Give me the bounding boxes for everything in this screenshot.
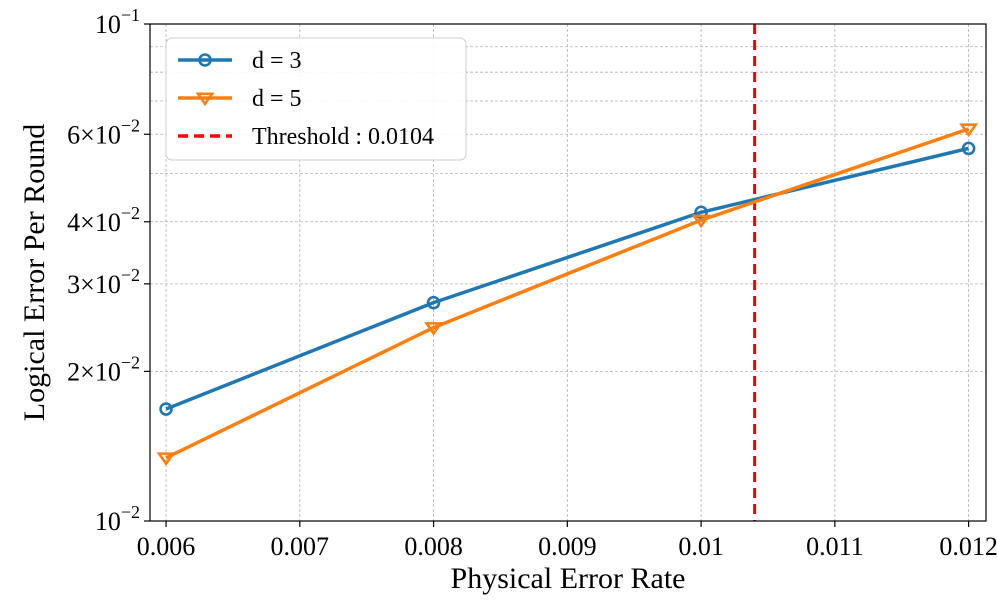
- legend-entry: Threshold : 0.0104: [178, 124, 434, 150]
- series-line: [165, 127, 970, 460]
- data-point: [156, 452, 176, 467]
- legend-entry: d = 5: [178, 86, 302, 112]
- series-2: [156, 123, 979, 467]
- y-tick-label: 6×10−2: [67, 115, 140, 149]
- y-tick-label: 2×10−2: [67, 352, 140, 386]
- legend-label: Threshold : 0.0104: [252, 124, 434, 150]
- plot-frame: [149, 23, 987, 522]
- x-tick-label: 0.01: [678, 532, 724, 561]
- data-point: [159, 402, 173, 416]
- legend-box: [165, 37, 467, 161]
- legend-entry: d = 3: [178, 48, 302, 74]
- legend-marker: [195, 92, 215, 107]
- legend-label: d = 5: [252, 86, 302, 112]
- y-axis-ticks: 10−2 2×10−2 3×10−2 4×10−2 6×10−2 10−1: [67, 5, 150, 536]
- legend-items: d = 3 d = 5 Threshold : 0.0104: [178, 48, 434, 150]
- legend: d = 3 d = 5 Threshold : 0.0104: [165, 37, 467, 161]
- data-point: [691, 214, 711, 229]
- series-layer: [156, 123, 979, 467]
- y-tick-label: 10−1: [95, 5, 140, 39]
- data-point: [694, 205, 708, 220]
- x-tick-label: 0.006: [137, 532, 196, 561]
- data-point: [961, 141, 976, 156]
- data-point: [426, 295, 441, 310]
- y-tick-label: 4×10−2: [67, 203, 140, 237]
- x-tick-label: 0.011: [806, 532, 864, 561]
- x-axis-label: Physical Error Rate: [451, 562, 686, 595]
- series-1: [159, 141, 976, 416]
- data-point: [424, 322, 444, 336]
- x-tick-label: 0.009: [538, 532, 597, 561]
- x-axis-ticks: 0.006 0.007 0.008 0.009 0.01 0.011 0.012: [137, 521, 997, 561]
- legend-marker: [198, 53, 212, 67]
- series-line: [165, 146, 970, 411]
- y-tick-label: 10−2: [95, 502, 140, 536]
- x-tick-label: 0.007: [271, 532, 330, 561]
- x-tick-label: 0.012: [939, 532, 997, 561]
- legend-label: d = 3: [252, 48, 302, 74]
- y-tick-label: 3×10−2: [67, 265, 140, 299]
- x-tick-label: 0.008: [404, 532, 463, 561]
- y-axis-label: Logical Error Per Round: [18, 124, 51, 421]
- data-point: [959, 123, 979, 138]
